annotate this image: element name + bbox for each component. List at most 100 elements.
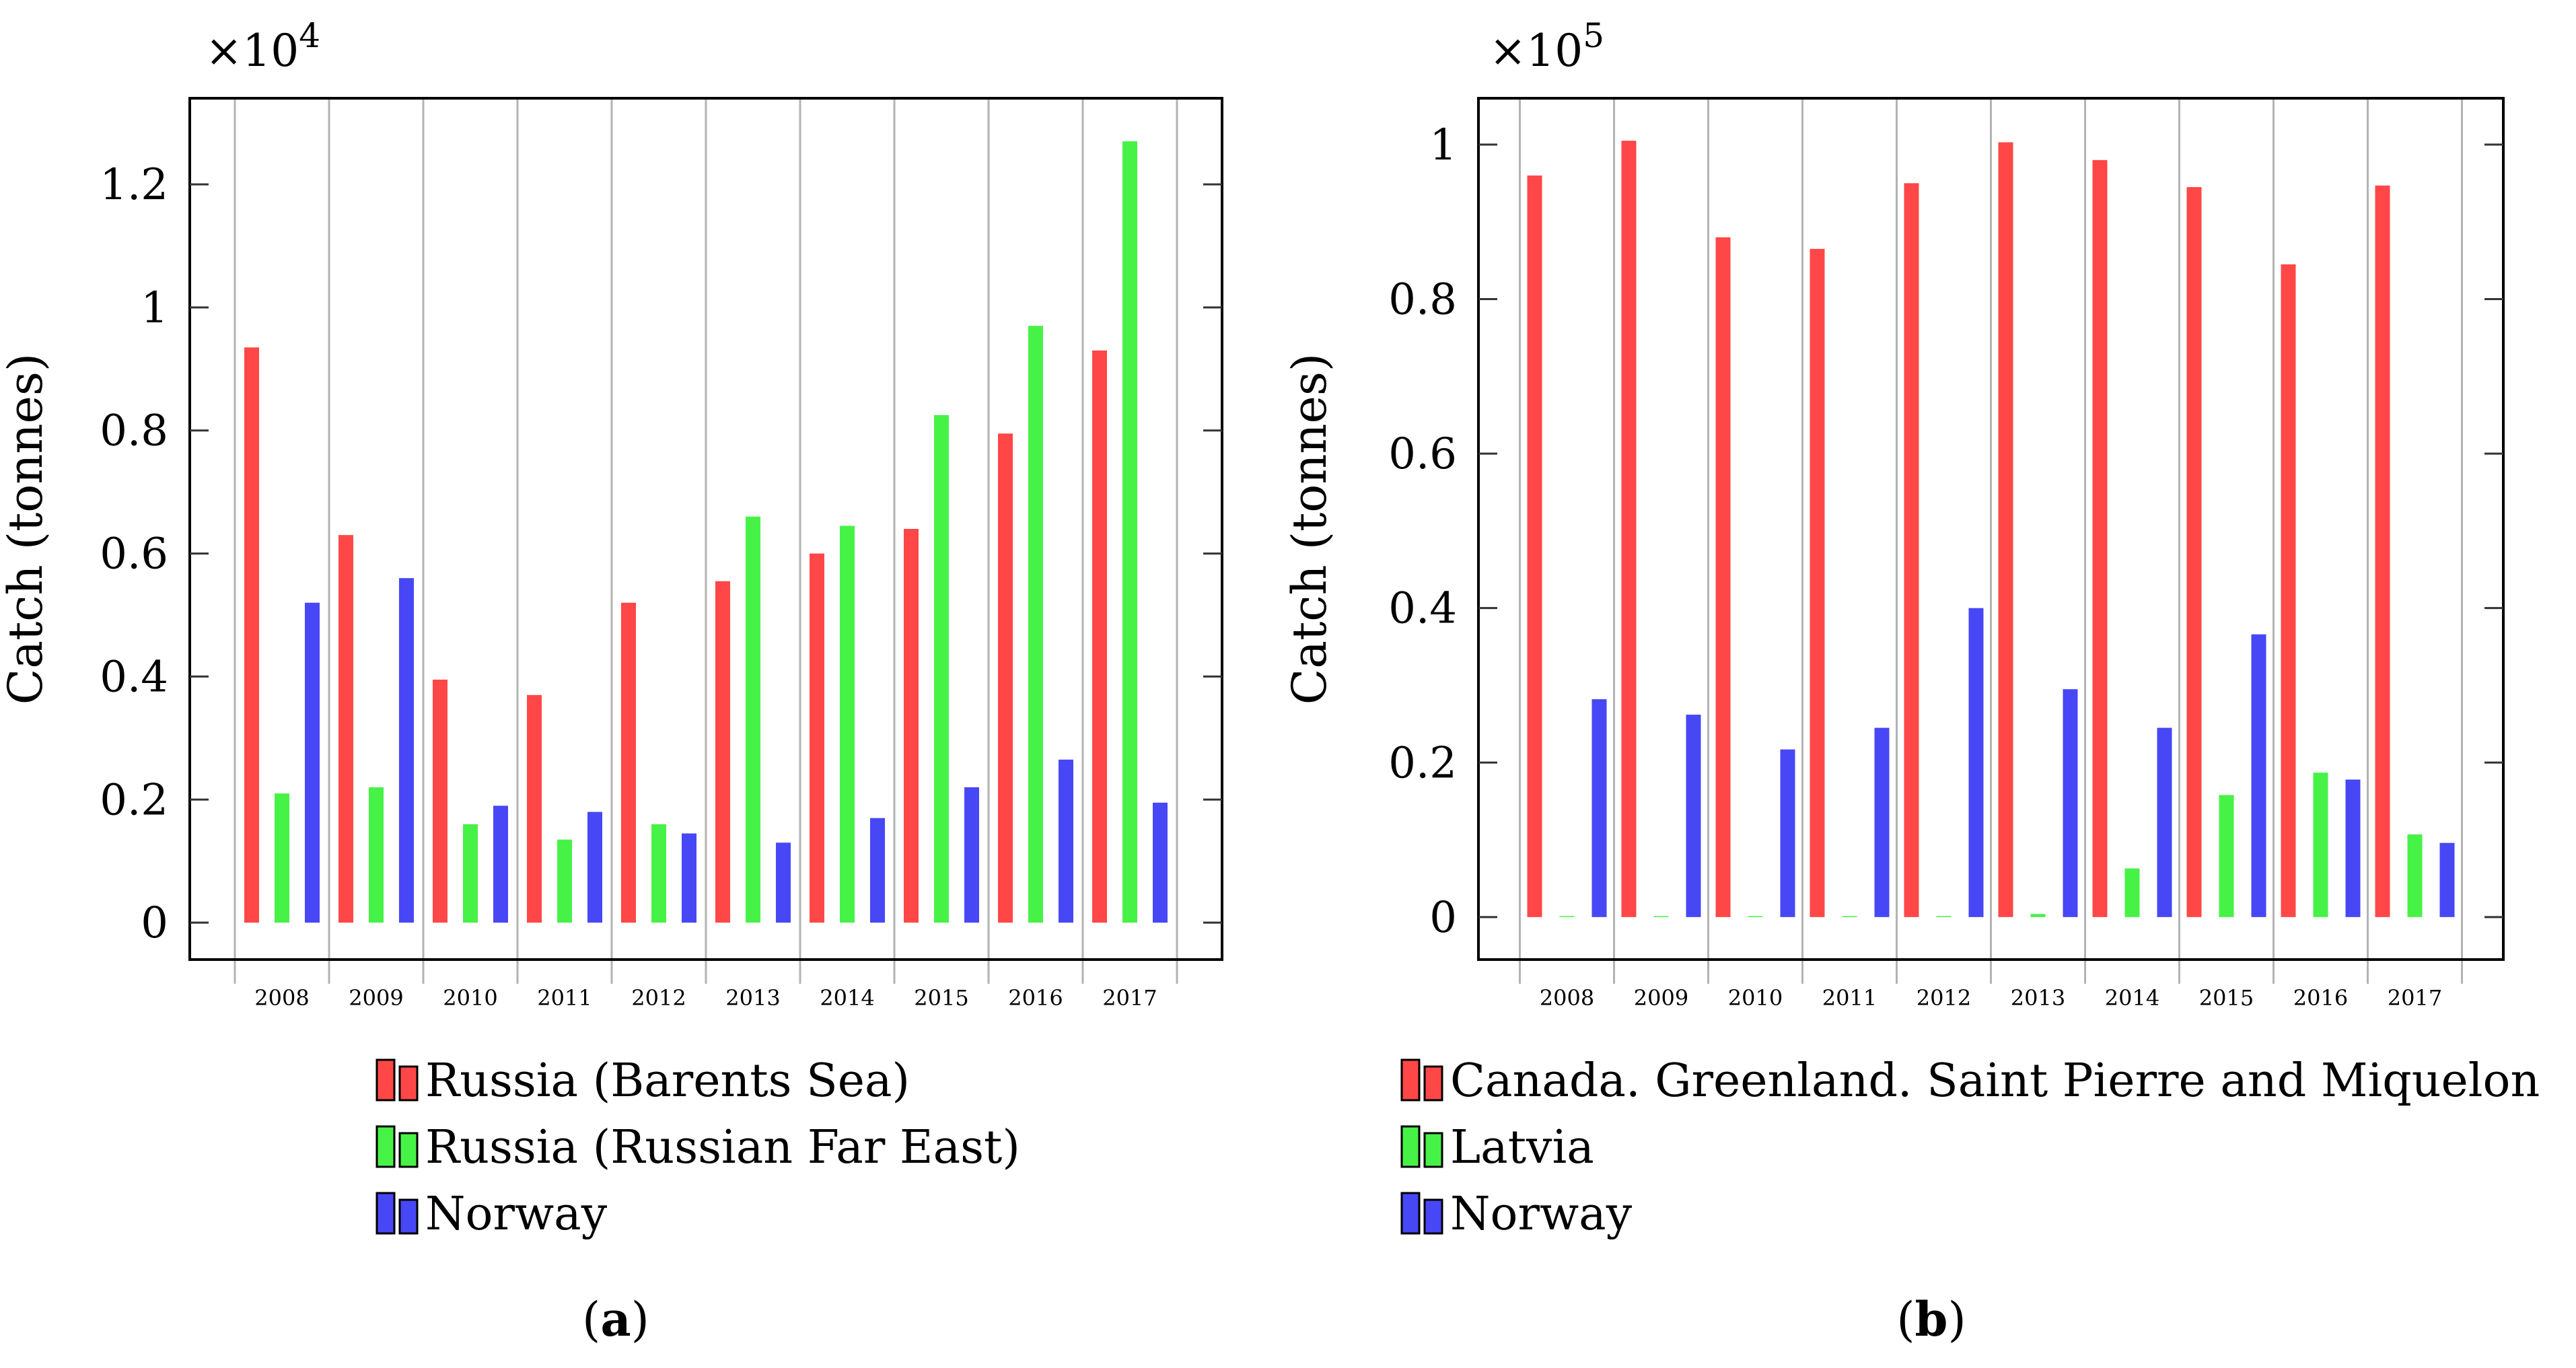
plot-frame: [188, 97, 1223, 961]
bar-blue-2016: [2345, 779, 2361, 917]
bar-red-2009: [338, 535, 353, 923]
caption-letter: a: [600, 1291, 631, 1347]
legend-label: Norway: [1450, 1188, 1633, 1241]
bar-green-2011: [557, 839, 572, 923]
legend-swatch: [398, 1065, 419, 1102]
bar-red-2013: [715, 581, 730, 923]
bar-red-2008: [1527, 175, 1542, 917]
bar-blue-2015: [964, 787, 979, 923]
bar-red-2011: [527, 694, 542, 923]
legend-swatch: [1400, 1125, 1421, 1168]
bar-blue-2015: [2251, 634, 2266, 917]
bar-red-2010: [433, 680, 448, 923]
multiplier-exponent: 4: [299, 16, 320, 55]
bar-blue-2009: [1686, 715, 1701, 917]
y-tick-label: 0.6: [100, 530, 168, 579]
bar-green-2008: [275, 793, 289, 923]
bar-blue-2014: [870, 818, 885, 923]
bar-green-2016: [1028, 326, 1043, 923]
bar-blue-2016: [1059, 759, 1073, 923]
x-tick-label: 2012: [1917, 985, 1971, 1011]
y-tick-label: 0.2: [1388, 738, 1457, 788]
legend-label: Russia (Russian Far East): [425, 1121, 1020, 1174]
x-tick-label: 2010: [443, 985, 497, 1011]
legend-swatch: [375, 1125, 396, 1168]
x-tick-label: 2017: [2388, 985, 2442, 1011]
x-tick-label: 2016: [2293, 985, 2348, 1011]
x-tick-label: 2008: [254, 985, 309, 1011]
bar-blue-2012: [682, 833, 696, 923]
x-tick-label: 2009: [1634, 985, 1688, 1011]
bar-blue-2011: [587, 812, 602, 923]
bar-green-2012: [1936, 916, 1952, 917]
x-tick-label: 2013: [725, 985, 780, 1011]
legend-item-green: Russia (Russian Far East): [375, 1121, 1020, 1174]
caption-letter: b: [1915, 1291, 1948, 1347]
bar-green-2013: [746, 516, 760, 923]
legend-swatch: [1400, 1192, 1421, 1235]
bar-green-2012: [651, 824, 666, 923]
bar-blue-2010: [1780, 749, 1795, 917]
legend-item-red: Canada. Greenland. Saint Pierre and Miqu…: [1400, 1054, 2540, 1108]
bar-green-2009: [369, 787, 384, 923]
bar-blue-2013: [776, 842, 791, 923]
bar-blue-2012: [1968, 608, 1984, 917]
legend-swatch: [1400, 1058, 1421, 1102]
bar-blue-2009: [399, 578, 414, 923]
bar-green-2013: [2030, 914, 2046, 917]
x-tick-label: 2009: [349, 985, 403, 1011]
bar-red-2012: [1904, 183, 1919, 917]
x-tick-label: 2016: [1008, 985, 1063, 1011]
bar-blue-2014: [2157, 727, 2172, 917]
subfigure-caption: (a): [582, 1291, 649, 1347]
legend-label: Latvia: [1450, 1121, 1594, 1174]
bar-red-2009: [1621, 141, 1637, 917]
axis-multiplier: ×104: [205, 16, 320, 77]
bar-red-2015: [904, 529, 919, 923]
multiplier-base: ×10: [1489, 25, 1583, 77]
bar-red-2016: [2281, 264, 2296, 917]
legend-swatch: [1423, 1198, 1443, 1235]
bar-green-2010: [463, 824, 478, 923]
x-tick-label: 2014: [2105, 985, 2159, 1011]
x-tick-label: 2015: [914, 985, 968, 1011]
x-tick-label: 2011: [537, 985, 592, 1011]
bar-blue-2017: [2439, 842, 2455, 917]
y-tick-label: 0.4: [1388, 584, 1457, 634]
bar-blue-2013: [2063, 689, 2078, 917]
bar-blue-2011: [1874, 727, 1890, 917]
y-tick-label: 0: [141, 898, 168, 948]
bar-red-2011: [1810, 248, 1825, 917]
y-tick-label: 0.8: [1388, 275, 1457, 324]
bar-red-2014: [810, 553, 824, 923]
legend-item-blue: Norway: [1400, 1188, 1633, 1241]
bar-red-2016: [998, 433, 1013, 923]
axis-multiplier: ×105: [1489, 16, 1604, 77]
bar-red-2014: [2092, 159, 2108, 917]
legend-label: Russia (Barents Sea): [425, 1054, 910, 1108]
legend-swatch: [375, 1058, 396, 1102]
legend-item-blue: Norway: [375, 1188, 608, 1241]
caption-paren-close: ): [631, 1292, 649, 1347]
caption-paren-open: (: [1896, 1292, 1915, 1347]
y-tick-label: 1: [1429, 120, 1457, 170]
y-tick-label: 0.4: [100, 652, 168, 702]
chart-b: 0 0.2 0.4 0.6 0.8 1 2008 2009 2010 2011 2012 2013 20…: [1282, 16, 2540, 1347]
legend-swatch: [1423, 1065, 1443, 1102]
bar-green-2016: [2313, 772, 2328, 917]
chart-a: 0 0.2 0.4 0.6 0.8 1 1.2 2008 2009 2010 2011 2012 201…: [0, 16, 1223, 1347]
legend-swatch: [398, 1198, 419, 1235]
legend-swatch: [1423, 1132, 1443, 1168]
legend-swatch: [375, 1192, 396, 1235]
y-tick-label: 0.2: [100, 775, 168, 825]
legend-swatch: [398, 1132, 419, 1168]
x-tick-label: 2012: [631, 985, 686, 1011]
legend-label: Norway: [425, 1188, 608, 1241]
bar-red-2012: [621, 602, 636, 923]
multiplier-exponent: 5: [1583, 16, 1604, 55]
bar-green-2017: [2407, 834, 2423, 917]
bar-green-2011: [1842, 916, 1857, 917]
subfigure-caption: (b): [1896, 1291, 1966, 1347]
bar-red-2015: [2186, 187, 2202, 917]
